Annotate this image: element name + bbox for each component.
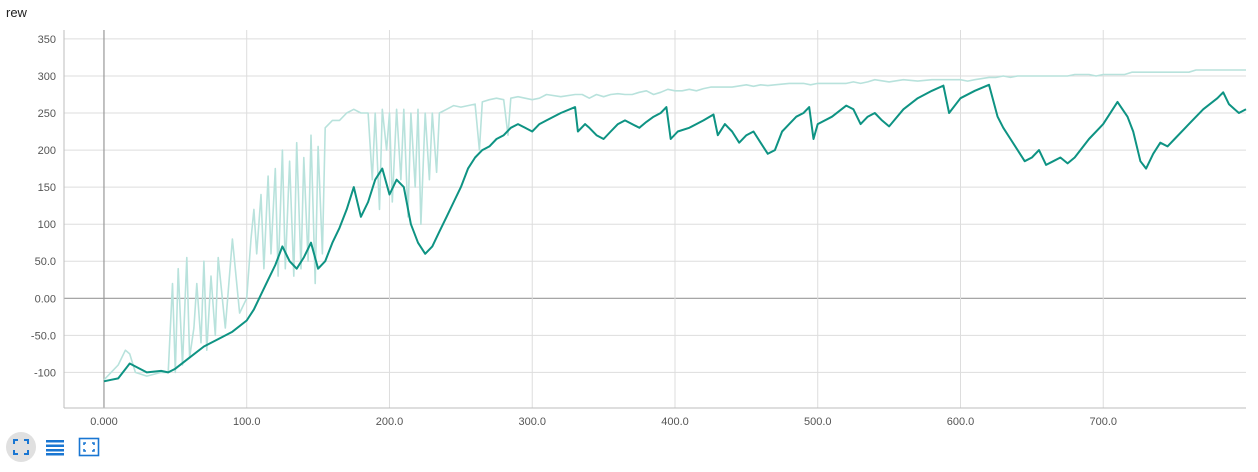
y-tick-label: 350 (38, 34, 56, 46)
y-tick-label: 50.0 (35, 256, 56, 268)
chart-grid (64, 30, 1246, 408)
chart-title: rew (6, 5, 27, 20)
y-tick-label: 250 (38, 108, 56, 120)
expand-chart-button[interactable] (6, 432, 36, 462)
x-tick-label: 300.0 (518, 416, 546, 428)
x-tick-label: 500.0 (804, 416, 832, 428)
x-tick-label: 400.0 (661, 416, 689, 428)
y-tick-label: -100 (34, 367, 56, 379)
y-tick-label: 150 (38, 182, 56, 194)
show-data-button[interactable] (40, 432, 70, 462)
chart-axes (63, 30, 1246, 409)
y-tick-label: 200 (38, 145, 56, 157)
x-tick-label: 600.0 (947, 416, 975, 428)
chart-toolbar (6, 432, 104, 462)
fit-domain-icon (78, 437, 100, 457)
smoothed-series (103, 83, 1247, 383)
x-tick-label: 100.0 (233, 416, 261, 428)
y-tick-label: 300 (38, 71, 56, 83)
tick-labels: -100 -50.0 0.00 50.0 100 150 200 250 300 350 0.000… (31, 34, 1117, 428)
expand-icon (13, 439, 29, 455)
raw-series-line (103, 69, 1246, 381)
y-tick-label: 100 (38, 219, 56, 231)
x-tick-label: 200.0 (376, 416, 404, 428)
raw-series (103, 69, 1246, 381)
x-tick-label: 700.0 (1089, 416, 1117, 428)
x-tick-label: 0.000 (90, 416, 118, 428)
y-tick-label: -50.0 (31, 330, 56, 342)
fit-domain-button[interactable] (74, 432, 104, 462)
y-tick-label: 0.00 (35, 293, 56, 305)
smoothed-series-line (103, 83, 1247, 383)
data-table-icon (46, 440, 64, 456)
